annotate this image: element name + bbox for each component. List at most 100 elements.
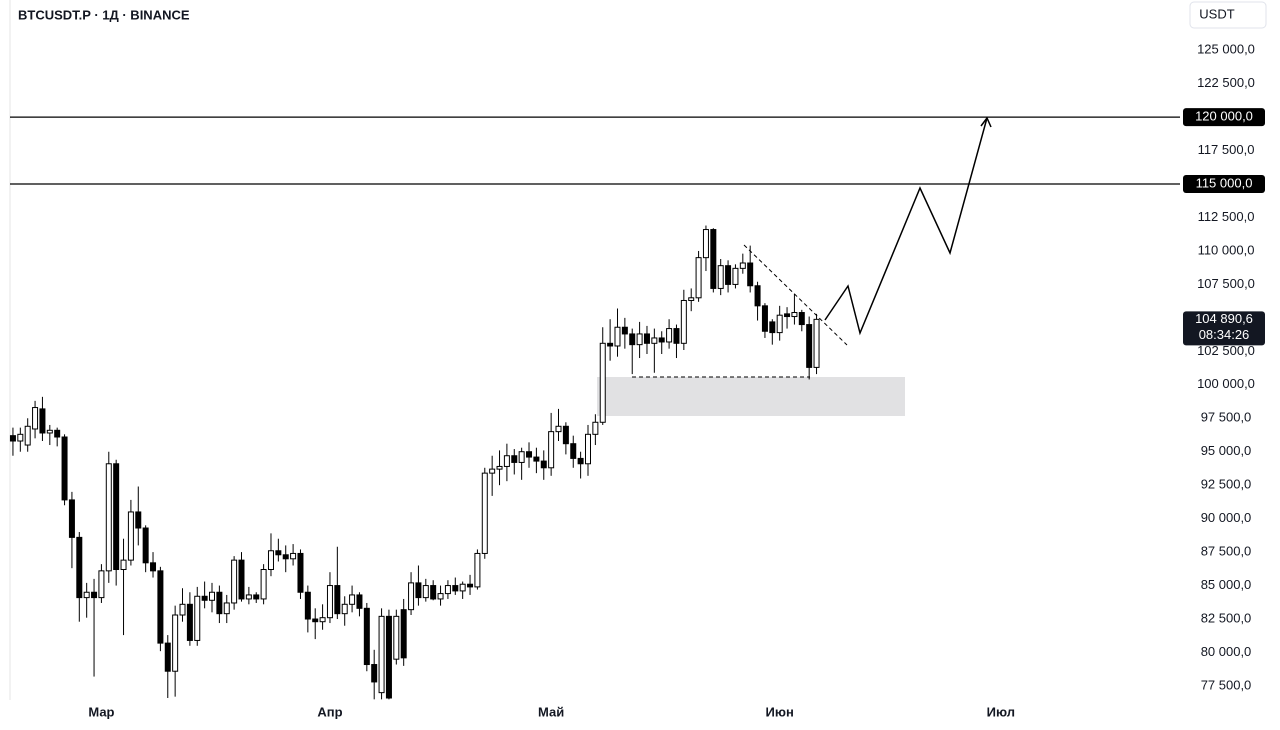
candle-body [253, 594, 260, 600]
projection-path [824, 117, 988, 336]
candle-body [312, 618, 319, 623]
candle-body [105, 463, 112, 572]
candle-body [164, 642, 171, 672]
candle-body [607, 342, 614, 347]
candle-body [400, 609, 407, 659]
candle-body [39, 408, 46, 434]
last-price-box [1183, 311, 1265, 346]
candle-body [621, 326, 628, 335]
candle-body [695, 257, 702, 299]
candle-body [290, 552, 297, 560]
candle-body [326, 585, 333, 619]
candle-body [437, 593, 444, 600]
candle-body [120, 559, 127, 571]
candle-body [297, 552, 304, 593]
candle-body [61, 436, 68, 501]
candle-body [489, 468, 496, 474]
candle-body [172, 614, 179, 672]
x-tick-label: Июл [987, 704, 1015, 719]
candle-body [113, 463, 120, 571]
candle-body [614, 326, 621, 347]
candle-body [319, 617, 326, 623]
candle-body [356, 594, 363, 609]
candle-body [231, 559, 238, 604]
x-tick-label: Мар [88, 704, 114, 719]
candle-body [555, 425, 562, 433]
projection-arrow [980, 116, 992, 128]
candle-body [459, 583, 466, 592]
candle-body [150, 562, 157, 572]
candle-body [223, 602, 230, 615]
candle-body [267, 550, 274, 571]
candle-body [245, 594, 252, 600]
candle-body [629, 333, 636, 346]
candle-body [651, 337, 658, 344]
demand-zone [597, 377, 905, 416]
candle-body [430, 585, 437, 600]
y-tick-label: 92 500,0 [1201, 477, 1252, 492]
candle-body [135, 511, 142, 529]
candle-body [209, 591, 216, 601]
candle-body [275, 550, 282, 556]
candle-body [769, 321, 776, 334]
candle-body [142, 527, 149, 564]
candle-body [201, 595, 208, 601]
candle-body [636, 333, 643, 346]
candle-body [643, 333, 650, 344]
currency-box [1189, 1, 1267, 29]
y-tick-label: 122 500,0 [1197, 75, 1255, 90]
candle-body [91, 591, 98, 599]
y-tick-label: 100 000,0 [1197, 376, 1255, 391]
candle-body [688, 297, 695, 301]
candle-body [349, 594, 356, 605]
candle-body [341, 603, 348, 615]
candle-body [127, 511, 134, 561]
candle-body [17, 433, 24, 442]
countdown-label: 08:34:26 [1199, 327, 1250, 342]
candle-body [776, 314, 783, 334]
candle-body [666, 328, 673, 343]
candle-body [467, 583, 474, 588]
candle-body [378, 615, 385, 694]
level-label-box [1183, 175, 1265, 194]
candle-body [474, 552, 481, 588]
candles [9, 225, 820, 700]
candle-body [739, 262, 746, 269]
candle-body [784, 313, 791, 318]
y-tick-label: 82 500,0 [1201, 610, 1252, 625]
x-tick-label: Апр [317, 704, 342, 719]
candle-body [334, 585, 341, 615]
level-label: 115 000,0 [1196, 175, 1253, 190]
candle-body [282, 554, 289, 560]
candle-body [54, 429, 61, 438]
candle-body [481, 472, 488, 554]
y-tick-label: 107 500,0 [1197, 276, 1255, 291]
candle-body [415, 582, 422, 599]
y-tick-label: 85 000,0 [1201, 577, 1252, 592]
candle-body [813, 318, 820, 368]
x-tick-label: Июн [766, 704, 794, 719]
candle-body [710, 229, 717, 289]
candle-body [717, 265, 724, 289]
candle-body [238, 559, 245, 600]
candle-body [806, 324, 813, 368]
candle-body [363, 607, 370, 666]
candle-body [702, 229, 709, 259]
y-tick-label: 80 000,0 [1201, 644, 1252, 659]
y-tick-label: 90 000,0 [1201, 510, 1252, 525]
candle-body [393, 615, 400, 660]
candle-body [526, 451, 533, 458]
candle-body [754, 285, 761, 307]
annotations [597, 116, 992, 416]
candle-body [570, 443, 577, 459]
level-label: 120 000,0 [1195, 109, 1253, 124]
candle-body [496, 465, 503, 470]
y-tick-label: 117 500,0 [1198, 142, 1255, 157]
candle-body [732, 267, 739, 285]
candle-body [157, 570, 164, 644]
candle-body [216, 591, 223, 615]
candle-body [76, 536, 83, 599]
candle-body [562, 425, 569, 445]
candle-body [599, 342, 606, 423]
